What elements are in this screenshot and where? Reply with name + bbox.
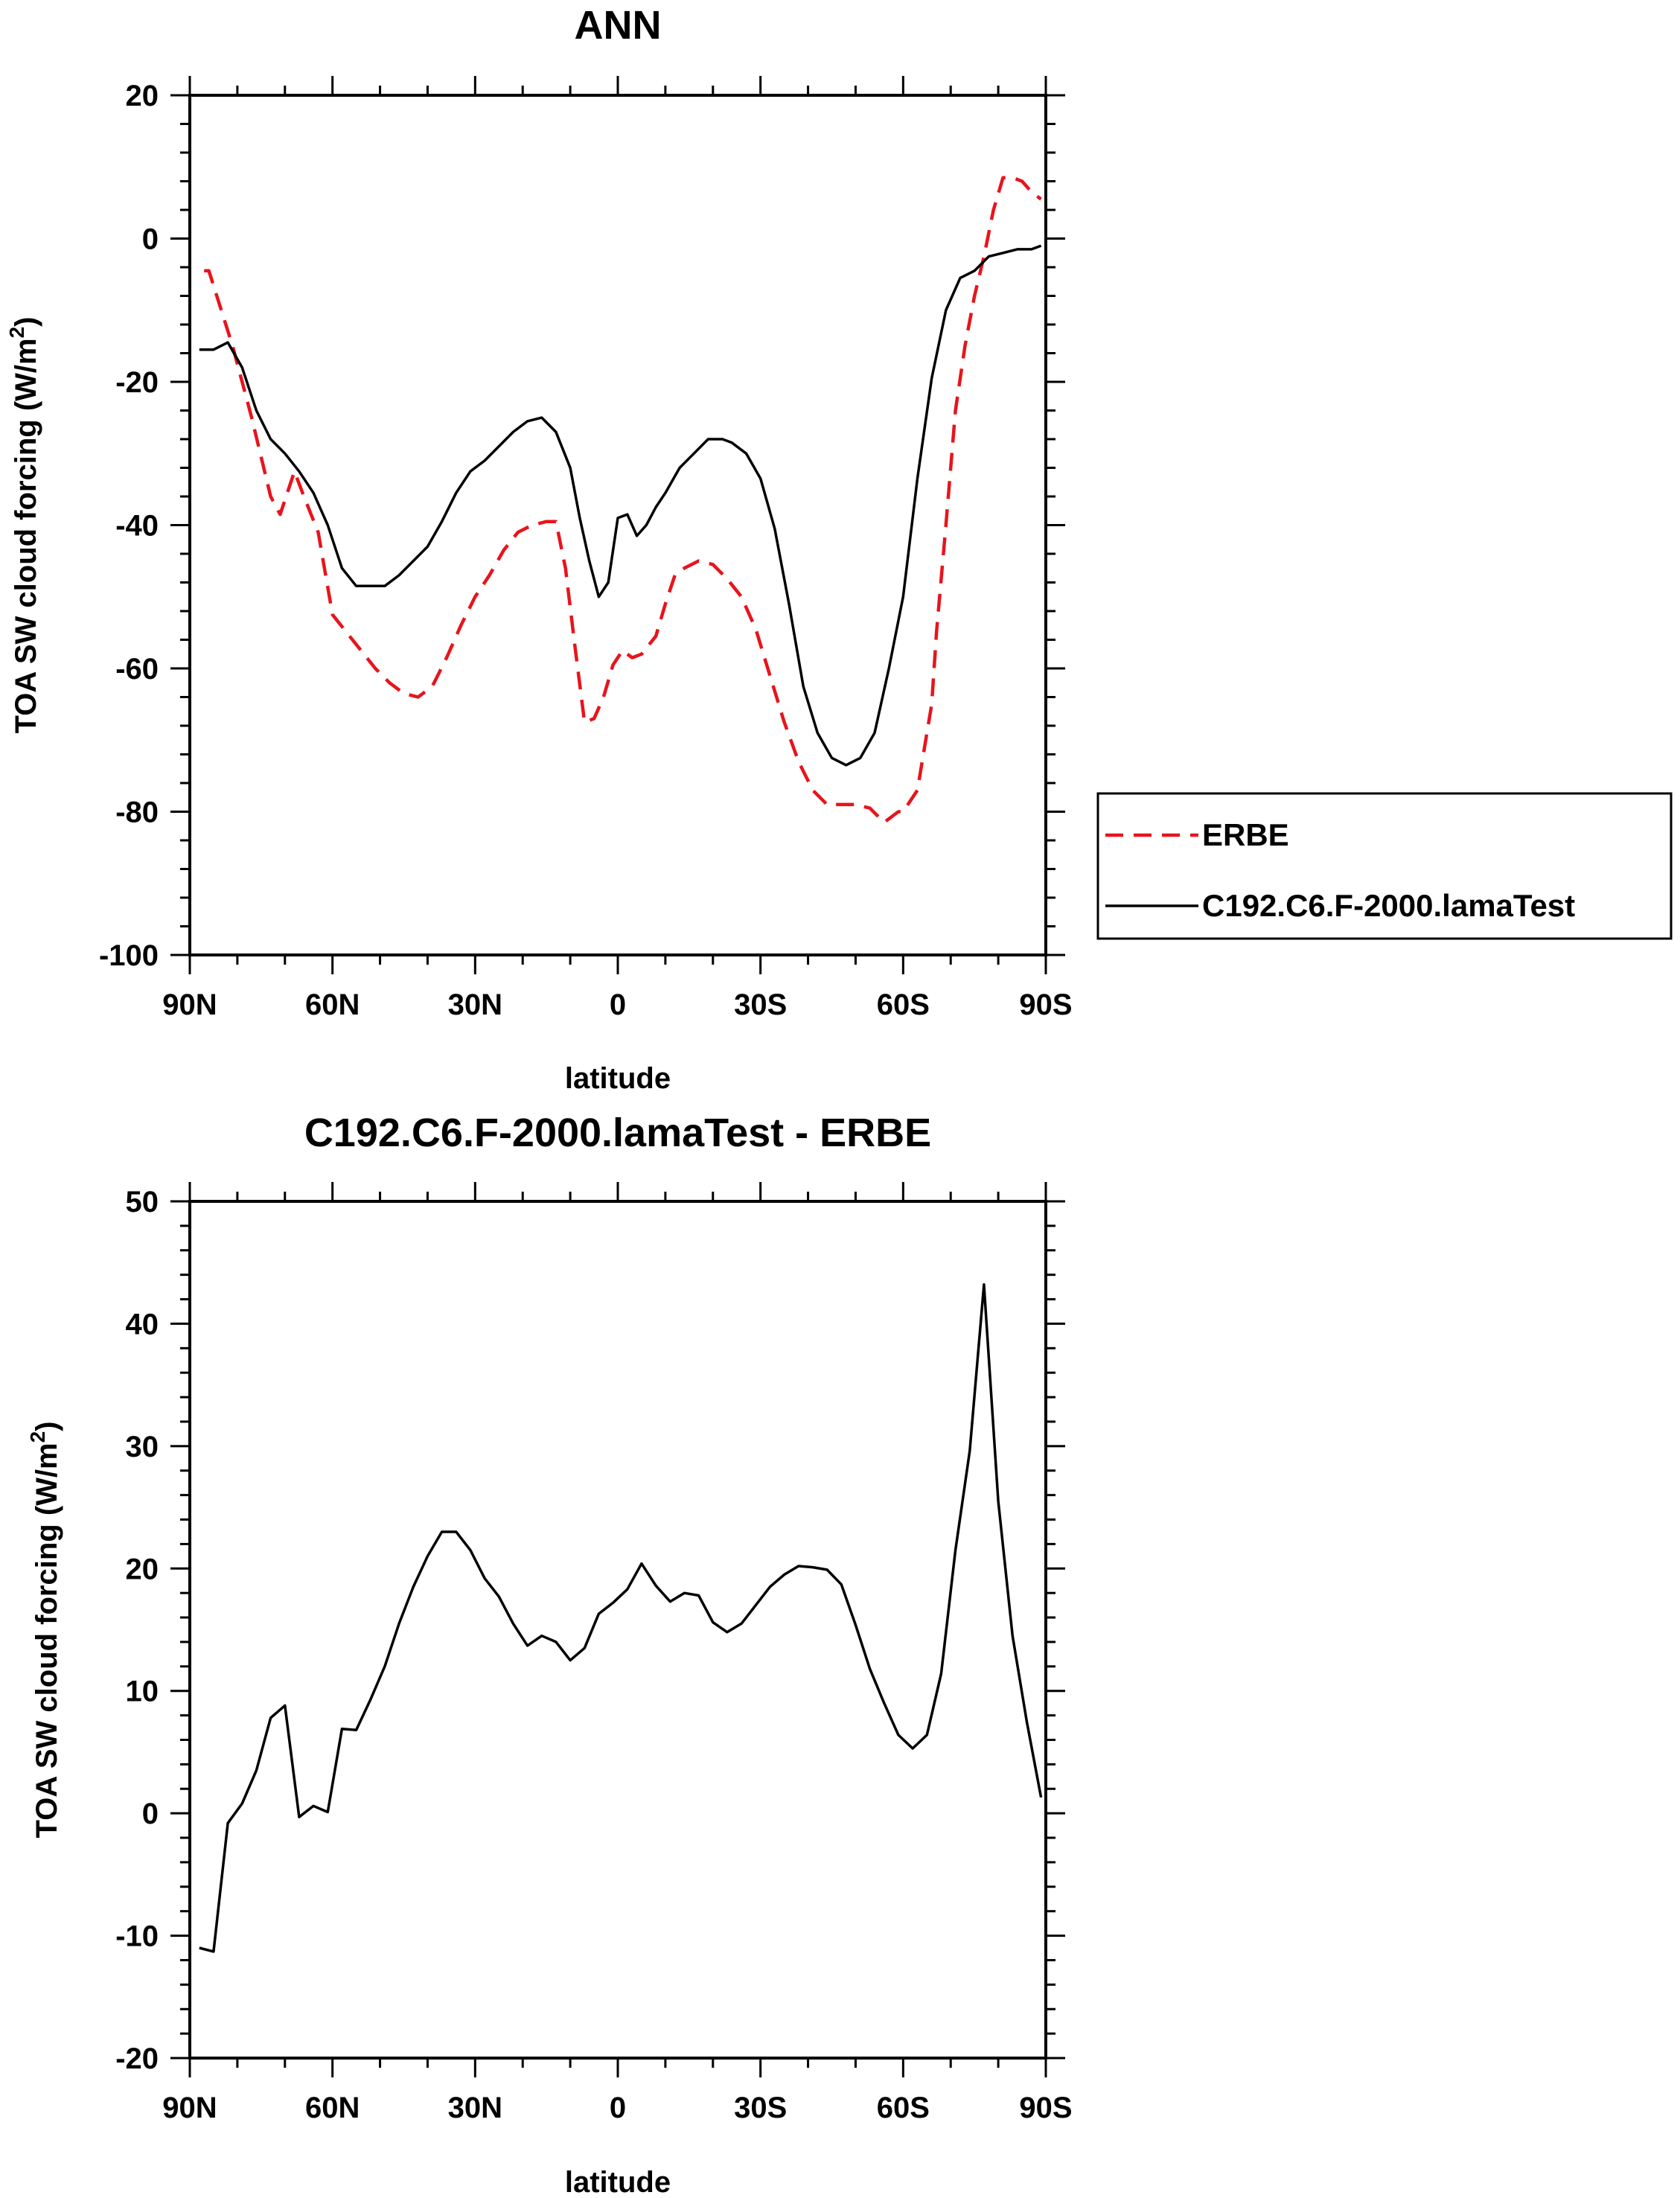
chart-panel-2: C192.C6.F-2000.lamaTest - ERBE -20 -10 0 10 2…	[26, 1111, 1073, 2198]
legend-label: ERBE	[1202, 817, 1289, 852]
x-tick-label: 30S	[734, 988, 787, 1021]
y-tick-label: -80	[115, 796, 159, 829]
y-tick-label: -40	[115, 510, 159, 543]
x-axis-label: latitude	[565, 2166, 671, 2198]
series-line-difference	[199, 1283, 1043, 1953]
chart-panel-1: ANN -100 -80 -60 -40 -20 0 20 90N 60N 30N 0 30S 60S 90…	[5, 3, 1073, 1095]
x-tick-label: 30N	[448, 988, 502, 1021]
y-tick-label: -100	[99, 939, 159, 972]
y-tick-label: -20	[115, 366, 159, 399]
series-line-c192-c6-f-2000-lamatest	[199, 244, 1042, 767]
x-tick-label: 90N	[162, 2092, 217, 2124]
y-tick-label: 50	[126, 1186, 159, 1218]
x-tick-label: 0	[610, 988, 626, 1021]
x-tick-label: 0	[610, 2092, 626, 2124]
x-tick-label: 60S	[877, 2092, 930, 2124]
y-tick-label: 0	[142, 223, 159, 256]
y-tick-label: 0	[142, 1798, 159, 1830]
x-tick-label: 60S	[877, 988, 930, 1021]
y-tick-label: 20	[126, 1553, 159, 1585]
y-tick-label: -10	[115, 1920, 159, 1953]
chart-title: C192.C6.F-2000.lamaTest - ERBE	[304, 1111, 931, 1155]
y-axis-label: TOA SW cloud forcing (W/m2)	[26, 1422, 63, 1838]
y-tick-label: 20	[126, 80, 159, 112]
x-tick-label: 90S	[1019, 988, 1072, 1021]
x-tick-label: 90S	[1019, 2092, 1072, 2124]
x-tick-label: 30S	[734, 2092, 787, 2124]
legend-label: C192.C6.F-2000.lamaTest	[1202, 888, 1575, 923]
y-tick-label: -20	[115, 2042, 159, 2075]
chart-title: ANN	[575, 3, 662, 48]
y-tick-label: -60	[115, 653, 159, 686]
plot-frame	[188, 1200, 1047, 2060]
legend: ERBE C192.C6.F-2000.lamaTest	[1096, 792, 1673, 940]
legend-box	[1096, 792, 1673, 940]
y-tick-label: 40	[126, 1308, 159, 1341]
x-tick-label: 60N	[305, 2092, 360, 2124]
y-axis-label: TOA SW cloud forcing (W/m2)	[5, 317, 42, 734]
x-axis-label: latitude	[565, 1062, 671, 1095]
x-tick-label: 30N	[448, 2092, 502, 2124]
series-line-erbe	[204, 176, 1042, 825]
y-tick-label: 30	[126, 1431, 159, 1463]
x-tick-label: 90N	[162, 988, 217, 1021]
x-tick-label: 60N	[305, 988, 360, 1021]
y-tick-label: 10	[126, 1675, 159, 1708]
